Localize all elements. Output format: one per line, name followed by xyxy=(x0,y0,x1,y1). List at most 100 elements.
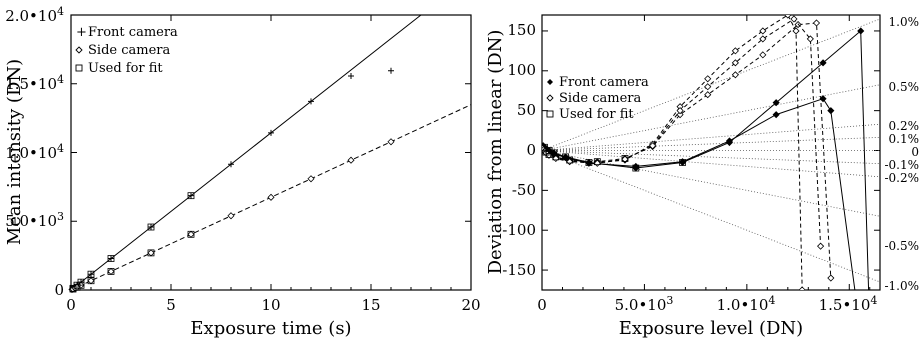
left-y-tick-label: 0 xyxy=(54,281,64,299)
data-point-diamond xyxy=(676,111,684,119)
data-point-plus xyxy=(88,271,94,278)
left-y-tick-label: 2.0•104 xyxy=(5,5,64,25)
data-point-diamond xyxy=(819,59,827,67)
data-point-diamond xyxy=(593,159,601,167)
deviation-series-line xyxy=(542,98,856,290)
left-x-tick-label: 5 xyxy=(166,296,176,314)
percent-label: 0.5% xyxy=(889,80,920,94)
data-point-square xyxy=(679,159,686,166)
data-point-square xyxy=(552,153,560,161)
percent-label: 0 xyxy=(911,145,919,159)
data-point-plus xyxy=(308,98,314,105)
data-point-diamond xyxy=(347,156,355,164)
percent-guide-line xyxy=(542,150,880,283)
right-legend: Front camera Side camera Used for fit xyxy=(546,75,649,122)
data-point-diamond xyxy=(817,242,825,250)
right-y-tick-label: 50 xyxy=(517,101,536,119)
right-y-tick-label: 150 xyxy=(507,21,536,39)
data-point-diamond xyxy=(147,249,155,257)
data-point-square xyxy=(593,158,601,166)
data-point-diamond xyxy=(227,212,235,220)
percent-guide-line xyxy=(542,84,880,151)
left-y-tick-label: 1.5•104 xyxy=(5,73,64,93)
legend-marker-square xyxy=(75,64,83,72)
data-point-square xyxy=(87,270,95,278)
left-ticks xyxy=(70,14,472,291)
data-point-diamond xyxy=(827,107,835,115)
right-y-tick-label: -100 xyxy=(502,221,536,239)
data-point-diamond xyxy=(704,83,712,91)
legend-marker-filled-diamond xyxy=(547,79,553,85)
data-point-diamond xyxy=(307,175,315,183)
data-point-square xyxy=(73,283,81,291)
right-x-tick-label: 1.5•104 xyxy=(819,294,878,314)
left-x-tick-label: 0 xyxy=(66,296,76,314)
data-point-diamond xyxy=(857,27,865,35)
right-x-axis-label: Exposure level (DN) xyxy=(619,318,803,339)
left-data-points xyxy=(68,67,395,294)
percent-label: 1.0% xyxy=(889,15,920,29)
data-point-diamond xyxy=(676,107,684,115)
legend-label: Used for fit xyxy=(559,107,634,122)
data-point-diamond xyxy=(812,19,821,27)
right-x-tick-label: 1.0•104 xyxy=(717,294,776,314)
data-point-diamond xyxy=(649,142,657,150)
data-point-plus xyxy=(268,129,274,136)
legend-label: Used for fit xyxy=(88,61,163,76)
left-x-tick-label: 20 xyxy=(461,296,480,314)
left-y-axis-label: Mean intensity (DN) xyxy=(4,59,25,245)
data-point-diamond xyxy=(387,138,395,146)
left-x-tick-label: 15 xyxy=(361,296,380,314)
data-point-square xyxy=(69,285,77,293)
data-point-diamond xyxy=(704,91,712,99)
percent-label: -1.0% xyxy=(884,279,919,293)
data-point-diamond xyxy=(806,35,814,43)
right-series-lines xyxy=(542,15,870,290)
data-point-square xyxy=(187,230,195,238)
percent-label: -0.1% xyxy=(884,158,919,172)
data-point-diamond xyxy=(798,286,806,290)
data-point-diamond xyxy=(678,158,687,166)
data-point-square xyxy=(77,281,85,289)
data-point-diamond xyxy=(790,15,798,23)
data-point-diamond xyxy=(784,15,792,19)
data-point-diamond xyxy=(759,35,767,43)
fit-line xyxy=(70,14,422,291)
data-point-diamond xyxy=(187,230,195,238)
right-ticks xyxy=(541,15,880,290)
data-point-diamond xyxy=(759,51,767,59)
percent-guide-line xyxy=(542,18,880,151)
data-point-diamond xyxy=(772,111,780,119)
left-x-axis-label: Exposure time (s) xyxy=(190,318,351,339)
right-x-tick-label: 5.0•103 xyxy=(615,294,674,314)
right-y-tick-label: 0 xyxy=(526,141,536,159)
percent-label: 0.1% xyxy=(889,132,920,146)
left-x-tick-label: 10 xyxy=(261,296,280,314)
data-point-diamond xyxy=(267,193,275,201)
data-point-plus xyxy=(188,192,194,199)
data-point-plus xyxy=(108,255,114,262)
legend-label: Side camera xyxy=(88,43,170,58)
right-y-tick-label: -150 xyxy=(502,261,536,279)
data-point-square xyxy=(187,192,195,200)
percent-guide-line xyxy=(542,123,880,151)
data-point-square xyxy=(632,164,640,172)
data-point-square xyxy=(585,159,593,166)
data-point-diamond xyxy=(87,277,95,285)
percent-label: 0.2% xyxy=(889,119,920,133)
data-point-plus xyxy=(228,161,234,168)
legend-marker-square xyxy=(546,110,554,118)
legend-label: Side camera xyxy=(559,91,641,106)
data-point-diamond xyxy=(621,155,629,163)
left-chart: 0 5.0•103 1.0•104 1.5•104 2.0•104 0 5 10… xyxy=(4,5,481,339)
data-point-square xyxy=(566,156,574,164)
left-y-tick-label: 1.0•104 xyxy=(5,142,64,162)
percent-guide-line xyxy=(542,150,880,165)
right-y-axis-label: Deviation from linear (DN) xyxy=(485,30,506,275)
percent-guide-line xyxy=(542,150,880,178)
right-x-tick-label: 0 xyxy=(537,296,547,314)
data-point-diamond xyxy=(731,59,739,67)
data-point-diamond xyxy=(772,99,780,107)
data-point-square xyxy=(147,223,155,231)
